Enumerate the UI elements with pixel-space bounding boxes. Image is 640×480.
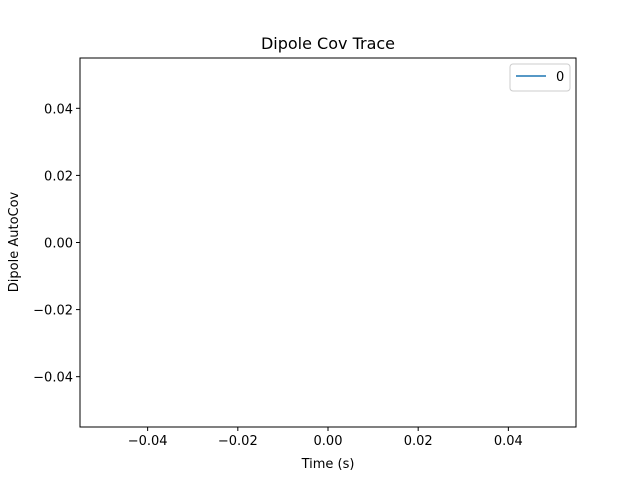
x-tick-label: −0.04 — [128, 434, 168, 449]
x-tick-label: 0.02 — [404, 434, 433, 449]
plot-area — [79, 57, 577, 428]
y-tick-label: 0.02 — [44, 169, 73, 184]
x-axis-label: Time (s) — [301, 457, 355, 472]
x-tick-label: 0.04 — [494, 434, 523, 449]
legend: 0 — [509, 63, 571, 92]
y-tick-label: −0.04 — [33, 371, 73, 386]
y-tick-label: −0.02 — [33, 304, 73, 319]
x-tick-label: 0.00 — [314, 434, 343, 449]
x-tick-label: −0.02 — [218, 434, 258, 449]
y-axis-ticks: −0.04 −0.02 0.00 0.02 0.04 — [33, 102, 80, 386]
x-axis-ticks: −0.04 −0.02 0.00 0.02 0.04 — [128, 427, 523, 449]
y-tick-label: 0.00 — [44, 237, 73, 252]
legend-box — [509, 63, 571, 92]
y-tick-label: 0.04 — [44, 102, 73, 117]
y-axis-label: Dipole AutoCov — [7, 191, 22, 292]
chart-title: Dipole Cov Trace — [261, 34, 395, 53]
legend-label: 0 — [556, 70, 564, 85]
